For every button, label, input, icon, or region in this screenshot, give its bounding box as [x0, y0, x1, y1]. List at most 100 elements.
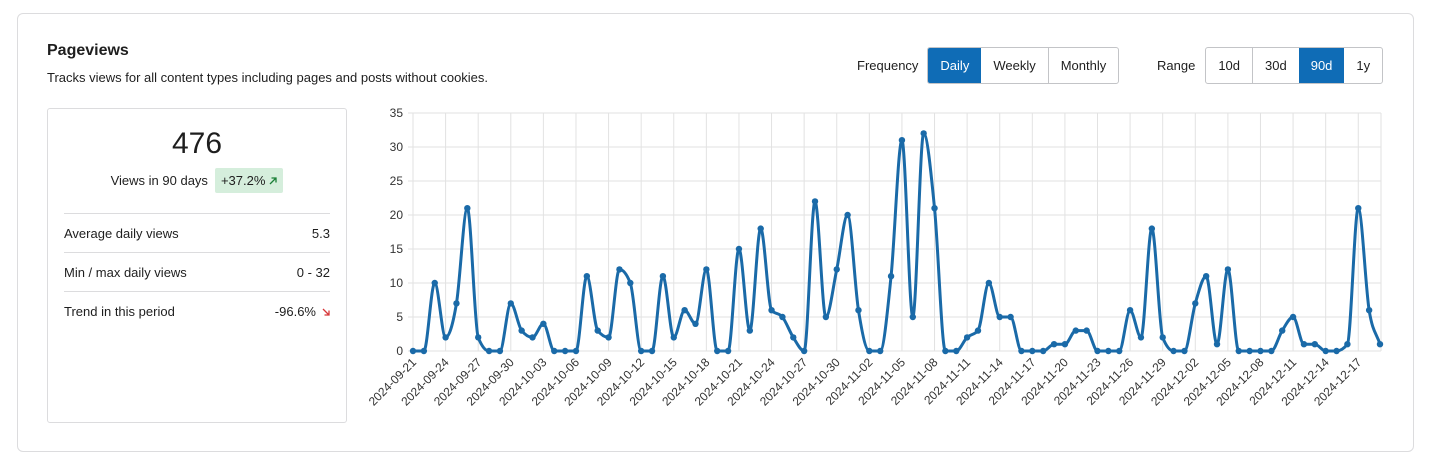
- range-control: Range 10d 30d 90d 1y: [1157, 47, 1384, 84]
- point: [1279, 327, 1286, 334]
- point: [637, 347, 645, 355]
- point: [768, 307, 775, 314]
- point: [431, 279, 438, 287]
- point: [1300, 341, 1308, 348]
- point: [409, 347, 417, 355]
- point: [790, 334, 797, 341]
- caption-line: Views in 90 days +37.2%: [48, 168, 346, 193]
- point: [1148, 225, 1156, 232]
- line: [412, 131, 1382, 353]
- point: [627, 279, 634, 287]
- point: [724, 347, 732, 355]
- option-button[interactable]: Monthly: [1047, 48, 1119, 83]
- option-button[interactable]: Daily: [928, 48, 982, 83]
- point: [920, 130, 927, 137]
- point: [844, 211, 851, 219]
- point: [1105, 347, 1112, 355]
- point: [1365, 307, 1373, 314]
- point: [583, 273, 591, 280]
- option-button[interactable]: 90d: [1298, 48, 1345, 83]
- stat-value-wrap: 5.3: [312, 226, 330, 241]
- frequency-label: Frequency: [857, 58, 919, 73]
- point: [1376, 341, 1384, 348]
- option-button[interactable]: 1y: [1356, 58, 1371, 73]
- y-tick-label: 0: [396, 344, 403, 358]
- stat-value-wrap: -96.6%: [275, 304, 330, 319]
- point: [670, 334, 677, 341]
- point: [974, 327, 982, 334]
- point: [442, 334, 449, 341]
- point: [931, 205, 938, 212]
- point: [1322, 347, 1329, 355]
- option-button[interactable]: Weekly: [993, 58, 1036, 73]
- point: [1050, 341, 1058, 348]
- point: [800, 347, 808, 355]
- point: [1126, 307, 1134, 314]
- point: [1072, 327, 1079, 334]
- point: [681, 307, 688, 314]
- subtitle: Tracks views for all content types inclu…: [47, 70, 489, 85]
- y-tick-label: 20: [390, 208, 404, 222]
- point: [963, 334, 971, 341]
- point: [985, 279, 993, 287]
- y-tick-label: 35: [390, 106, 404, 120]
- point: [648, 347, 656, 355]
- total: 476: [171, 127, 223, 160]
- point: [1333, 347, 1340, 355]
- stat-row: Average daily views 5.3: [64, 213, 330, 253]
- option-button[interactable]: 30d: [1252, 48, 1299, 83]
- stat-label: Average daily views: [64, 226, 179, 241]
- point: [551, 347, 558, 355]
- point: [877, 347, 884, 355]
- point: [529, 334, 536, 341]
- point: [1202, 273, 1210, 280]
- point: [953, 347, 960, 355]
- stat-value-wrap: 0 - 32: [297, 265, 330, 280]
- point: [822, 313, 830, 321]
- point: [1311, 341, 1319, 348]
- point: [1192, 300, 1199, 307]
- point: [1246, 347, 1253, 355]
- point: [898, 137, 906, 144]
- point: [833, 266, 840, 273]
- stat-value: -96.6%: [274, 304, 316, 319]
- stat-row: Trend in this period -96.6%: [64, 291, 330, 331]
- point: [1268, 347, 1275, 355]
- point: [572, 347, 580, 355]
- point: [616, 266, 623, 273]
- point: [1213, 341, 1221, 348]
- point: [464, 205, 471, 212]
- range-label: Range: [1157, 58, 1196, 73]
- point: [1181, 347, 1188, 355]
- change: +37.2%: [220, 173, 266, 188]
- point: [703, 266, 710, 273]
- point: [496, 347, 504, 355]
- point: [909, 313, 916, 321]
- option-button[interactable]: 10d: [1218, 58, 1241, 73]
- point: [996, 313, 1003, 321]
- stat-row: Min / max daily views 0 - 32: [64, 252, 330, 292]
- point: [453, 300, 460, 307]
- point: [866, 347, 873, 355]
- point: [779, 313, 786, 321]
- point: [1257, 347, 1264, 355]
- point: [1029, 347, 1036, 355]
- point: [757, 225, 764, 232]
- point: [485, 347, 493, 355]
- frequency-control: Frequency Daily Weekly Monthly: [857, 47, 1120, 84]
- point: [735, 245, 743, 253]
- frequency-group: Daily Weekly Monthly: [927, 47, 1120, 84]
- y-tick-label: 15: [390, 242, 404, 256]
- point: [692, 320, 699, 327]
- stat-value: 5.3: [311, 226, 330, 241]
- point: [1007, 313, 1014, 321]
- point: [1159, 334, 1166, 341]
- point: [1116, 347, 1123, 355]
- point: [1289, 313, 1297, 321]
- point: [887, 273, 895, 280]
- point: [942, 347, 949, 355]
- summary-box: 476 Views in 90 days +37.2% Average dail…: [47, 108, 347, 423]
- title: Pageviews: [47, 42, 129, 59]
